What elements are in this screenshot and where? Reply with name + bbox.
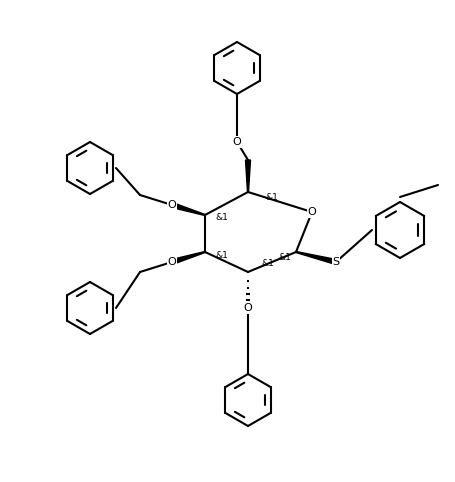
Polygon shape xyxy=(296,252,337,265)
Text: &1: &1 xyxy=(278,254,292,263)
Text: &1: &1 xyxy=(216,214,228,223)
Text: O: O xyxy=(167,200,177,210)
Polygon shape xyxy=(171,202,205,215)
Text: &1: &1 xyxy=(216,251,228,259)
Text: O: O xyxy=(308,207,316,217)
Polygon shape xyxy=(246,160,251,192)
Text: O: O xyxy=(167,257,177,267)
Text: O: O xyxy=(243,303,253,313)
Text: &1: &1 xyxy=(266,192,278,201)
Text: O: O xyxy=(233,137,241,147)
Text: S: S xyxy=(333,257,339,267)
Polygon shape xyxy=(171,252,205,265)
Text: &1: &1 xyxy=(262,258,274,268)
